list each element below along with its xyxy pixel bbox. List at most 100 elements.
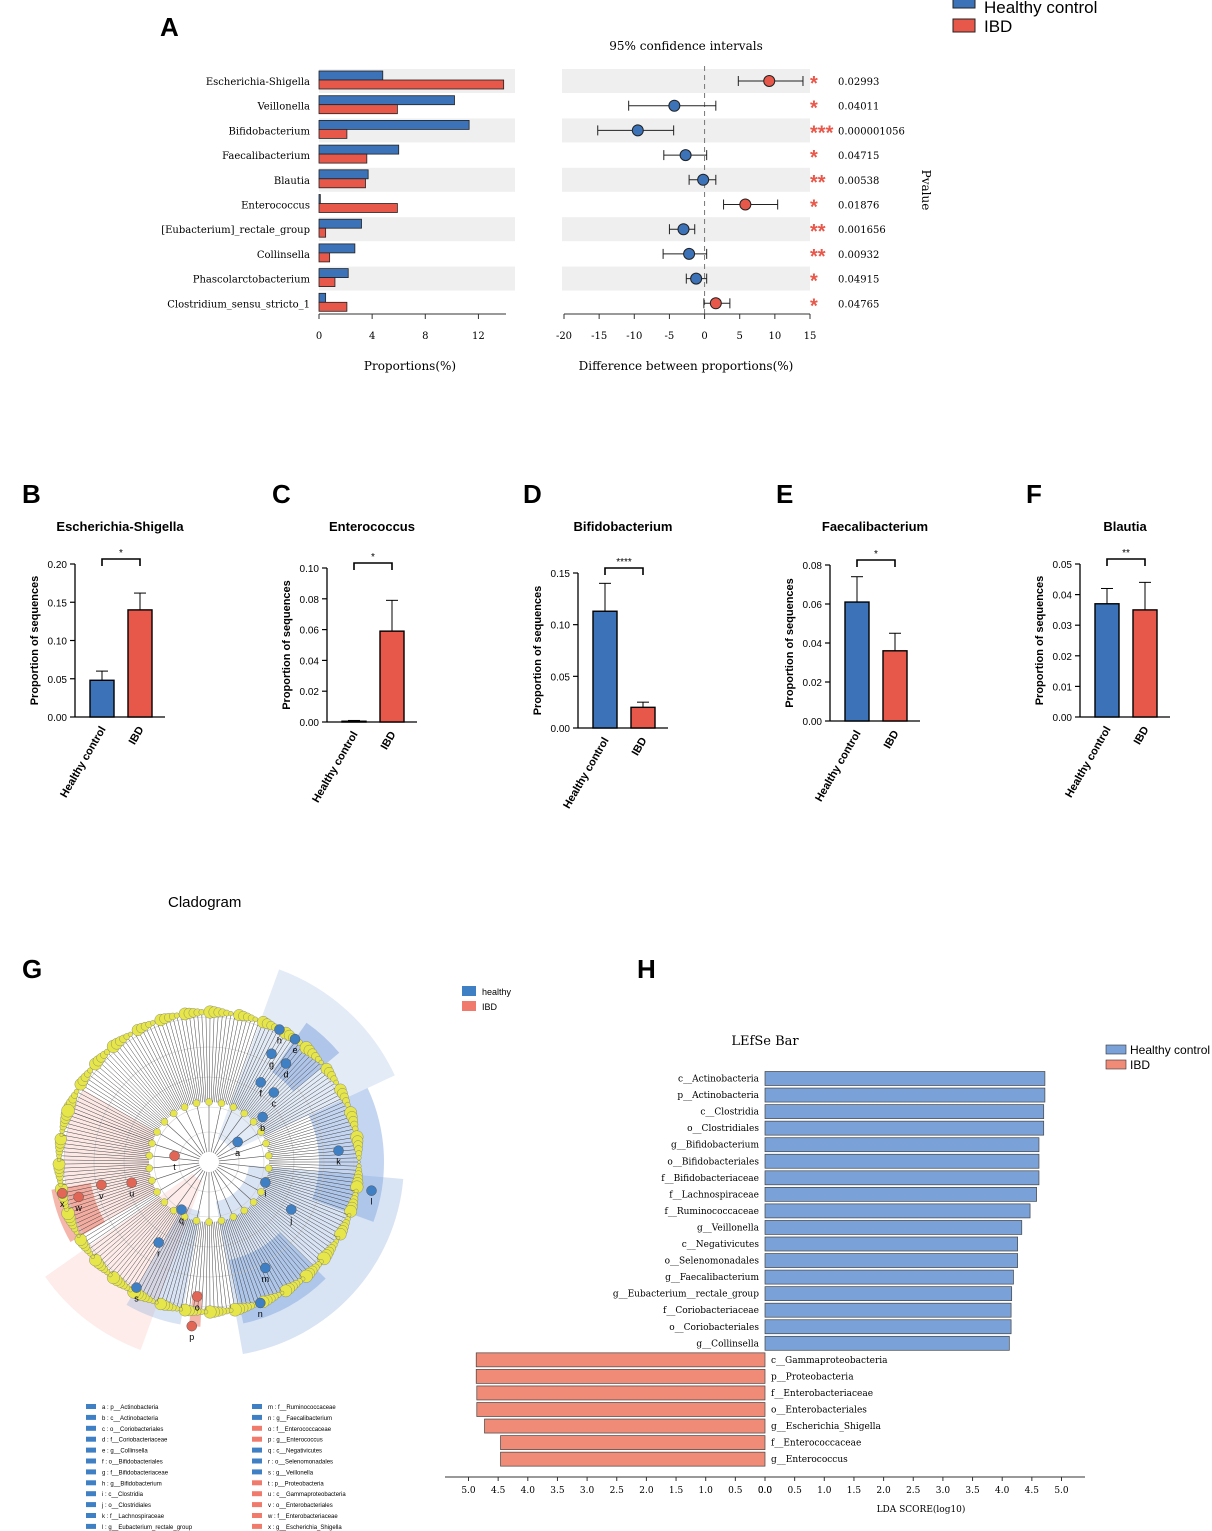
proportions-x-tick-label: 0 <box>316 331 322 342</box>
significance-stars: ** <box>1122 548 1130 559</box>
leaf-branch <box>60 1170 150 1186</box>
pvalue-text: 0.00932 <box>838 250 879 261</box>
inner-node <box>160 1198 169 1206</box>
leaf-branch <box>232 1023 268 1107</box>
leaf-branch <box>268 1166 359 1175</box>
leaf-branch <box>268 1153 359 1159</box>
leaf-branch <box>256 1197 330 1253</box>
difference-x-tick-label: 0 <box>701 331 707 342</box>
clade-letter: a <box>235 1148 240 1158</box>
significance-stars: * <box>810 147 818 169</box>
clade-node <box>289 1033 301 1045</box>
lda-bar-healthy <box>764 1137 1040 1153</box>
leaf-branch <box>74 1095 156 1136</box>
lda-x-tick-label: 0.0 <box>758 1486 773 1496</box>
leaf-branch <box>268 1171 357 1188</box>
leaf-branch <box>243 1210 297 1285</box>
y-axis-label: Proportion of sequences <box>1034 576 1046 706</box>
right-row-stripe <box>562 167 810 192</box>
leaf-branch <box>205 1221 208 1312</box>
leaf-branch <box>252 1059 319 1122</box>
leaf-branch <box>257 1075 332 1128</box>
key-swatch <box>86 1425 96 1431</box>
y-tick-label: 0.10 <box>551 621 571 632</box>
key-label: j : o__Clostridiales <box>101 1503 151 1509</box>
leaf-branch <box>267 1176 355 1200</box>
leaf-branch <box>268 1168 359 1179</box>
inner-node <box>153 1128 161 1136</box>
leaf-branch <box>141 1215 183 1297</box>
leaf-branch <box>262 1189 343 1231</box>
significance-stars: ** <box>810 221 826 243</box>
proportion-bar-ibd <box>318 153 368 164</box>
leaf-branch <box>268 1136 357 1153</box>
leaf-branch <box>60 1138 150 1154</box>
difference-point <box>683 247 696 260</box>
y-tick-label: 0.02 <box>1053 652 1073 663</box>
y-tick-label: 0.02 <box>803 678 823 689</box>
inner-branch <box>164 1121 202 1156</box>
legend-a-ibd-swatch <box>952 18 976 33</box>
leaf-branch <box>59 1167 150 1177</box>
leaf-branch <box>214 1221 223 1312</box>
inner-branch <box>218 1155 269 1162</box>
y-tick-label: 0.04 <box>300 656 320 667</box>
x-category-label: Healthy control <box>58 725 108 800</box>
pvalue-text: 0.04765 <box>838 299 879 310</box>
clade-letter: v <box>99 1191 104 1201</box>
lda-bar-healthy <box>764 1220 1023 1235</box>
leaf-branch <box>100 1057 167 1121</box>
lefse-legend-healthy-swatch <box>1105 1044 1127 1055</box>
bar-healthy-control <box>592 610 618 729</box>
inner-branch <box>184 1107 206 1153</box>
leaf-branch <box>225 1018 252 1105</box>
leaf-branch <box>59 1155 150 1160</box>
leaf-branch <box>258 1078 335 1130</box>
leaf-branch <box>268 1157 359 1161</box>
lda-taxon-label: o__Coriobacteriales <box>669 1323 759 1333</box>
lda-bar-ibd <box>500 1451 766 1467</box>
clade-node <box>255 1077 266 1088</box>
leaf-branch <box>61 1134 151 1152</box>
leaf-branch <box>210 1221 215 1312</box>
y-tick-label: 0.10 <box>300 564 320 575</box>
clade-letter: u <box>129 1189 134 1199</box>
leaf-branch <box>233 1025 272 1108</box>
inner-node <box>262 1139 270 1148</box>
leaf-branch <box>76 1189 157 1233</box>
x-category-label: IBD <box>379 729 399 751</box>
difference-point <box>739 198 752 211</box>
difference-x-tick-label: -5 <box>665 331 675 342</box>
significance-bracket <box>353 562 393 570</box>
leaf-branch <box>130 1212 178 1290</box>
leaf-node <box>336 1236 341 1240</box>
difference-x-tick-label: 5 <box>737 331 743 342</box>
y-tick-label: 0.00 <box>48 713 68 724</box>
lda-taxon-label: p__Actinobacteria <box>677 1091 759 1101</box>
clade-node <box>191 1291 203 1302</box>
leaf-branch <box>260 1085 339 1132</box>
key-label: e : g__Collinsella <box>102 1449 148 1455</box>
inner-branch <box>218 1164 267 1181</box>
legend-a-healthy-swatch <box>952 0 976 9</box>
leaf-branch <box>113 1208 171 1278</box>
legend-a-ibd-label: IBD <box>984 17 1012 36</box>
leaf-node <box>59 1133 64 1137</box>
leaf-branch <box>59 1164 150 1169</box>
clade-node <box>286 1204 297 1215</box>
x-category-label: IBD <box>882 728 902 750</box>
key-label: a : p__Actinobacteria <box>102 1405 159 1411</box>
lda-x-tick-label: 0.5 <box>787 1486 802 1496</box>
key-swatch <box>252 1447 262 1453</box>
leaf-branch <box>263 1187 345 1228</box>
x-category-label: IBD <box>127 724 147 746</box>
lda-x-tick-label: 4.5 <box>491 1486 506 1496</box>
cladogram: a b c d e f g h i j k l m n o p q r s t u v wx <box>45 969 404 1355</box>
inner-node <box>160 1118 169 1126</box>
panel-g-letter: G <box>22 954 42 984</box>
leaf-branch <box>80 1084 158 1132</box>
leaf-node <box>333 1079 339 1086</box>
significance-stars: * <box>119 548 123 559</box>
